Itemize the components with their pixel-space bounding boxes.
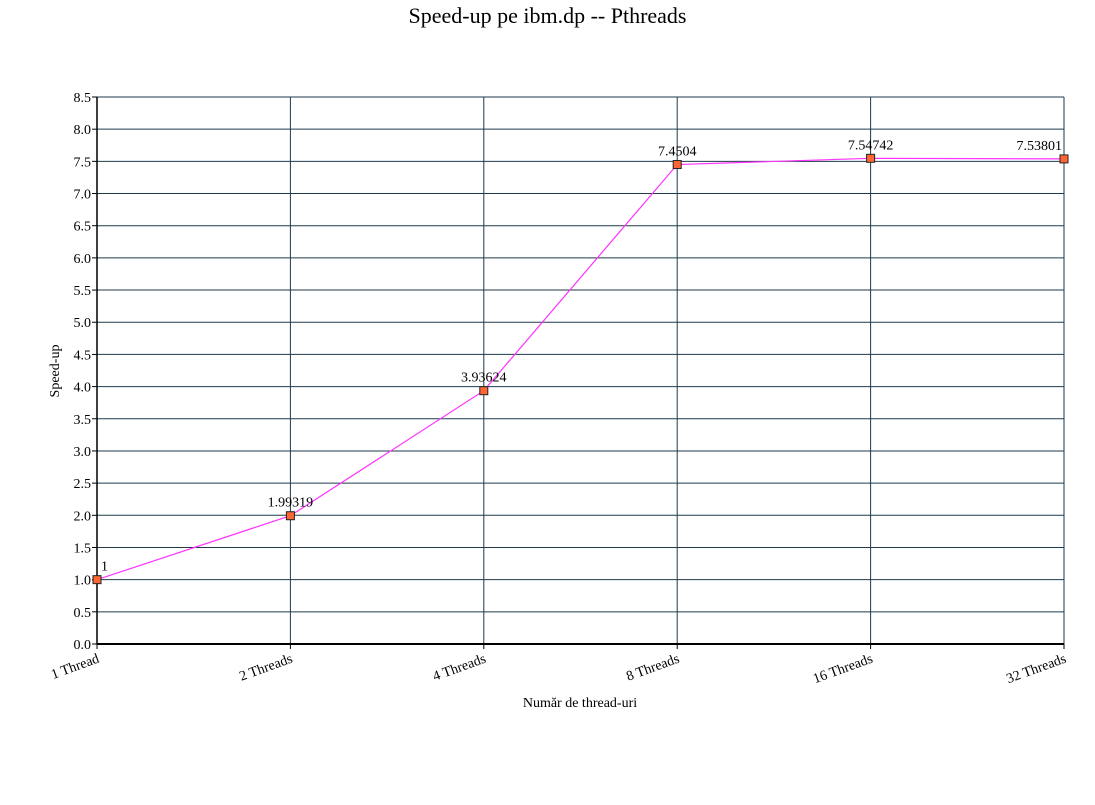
x-tick-label: 16 Threads xyxy=(811,652,875,687)
series-line xyxy=(96,157,1065,581)
data-point-marker xyxy=(866,153,876,163)
data-label: 7.4504 xyxy=(658,145,697,160)
y-tick-label: 0.5 xyxy=(74,606,92,621)
x-tick-label: 1 Thread xyxy=(49,652,101,683)
y-tick-label: 2.5 xyxy=(74,477,92,492)
data-point-marker xyxy=(479,386,489,396)
y-tick-label: 8.5 xyxy=(74,91,92,106)
data-label: 3.93624 xyxy=(461,371,507,386)
y-tick-label: 4.5 xyxy=(74,348,92,363)
x-ticks: 1 Thread 2 Threads 4 Threads 8 Threads 16 Th… xyxy=(49,644,1068,687)
data-point-marker xyxy=(1059,154,1069,164)
data-label: 1.99319 xyxy=(268,496,314,511)
x-tick-label: 32 Threads xyxy=(1005,652,1069,687)
axes xyxy=(96,97,1064,645)
y-tick-label: 6.0 xyxy=(74,252,92,267)
data-label: 7.53801 xyxy=(1017,139,1063,154)
y-axis-label: Speed-up xyxy=(48,345,63,398)
data-label: 1 xyxy=(101,560,108,575)
series: 1 1.99319 3.93624 7.4504 7.54742 7.53801 xyxy=(92,138,1069,585)
y-tick-label: 1.0 xyxy=(74,574,92,589)
data-point-marker xyxy=(285,511,295,521)
y-tick-label: 2.0 xyxy=(74,509,92,524)
y-tick-label: 7.0 xyxy=(74,188,92,203)
y-tick-label: 5.0 xyxy=(74,316,92,331)
x-tick-label: 4 Threads xyxy=(431,652,488,685)
y-tick-label: 6.5 xyxy=(74,220,92,235)
x-tick-label: 8 Threads xyxy=(624,652,681,685)
x-tick-label: 2 Threads xyxy=(238,652,295,685)
y-tick-label: 5.5 xyxy=(74,284,92,299)
chart-title: Speed-up pe ibm.dp -- Pthreads xyxy=(408,3,687,28)
y-tick-label: 7.5 xyxy=(74,155,92,170)
y-tick-label: 1.5 xyxy=(74,541,92,556)
y-tick-label: 8.0 xyxy=(74,123,92,138)
y-tick-label: 4.0 xyxy=(74,381,92,396)
y-tick-label: 3.0 xyxy=(74,445,92,460)
y-tick-label: 3.5 xyxy=(74,413,92,428)
data-label: 7.54742 xyxy=(848,138,894,153)
grid xyxy=(97,96,1065,644)
x-axis-label: Număr de thread-uri xyxy=(523,696,637,711)
data-point-marker xyxy=(672,160,682,170)
y-tick-label: 0.0 xyxy=(74,638,92,653)
data-point-marker xyxy=(92,575,102,585)
y-ticks: 0.0 0.5 1.0 1.5 2.0 2.5 3.0 3.5 4.0 4.5 5.0 5.5 6.0 6… xyxy=(74,91,97,653)
